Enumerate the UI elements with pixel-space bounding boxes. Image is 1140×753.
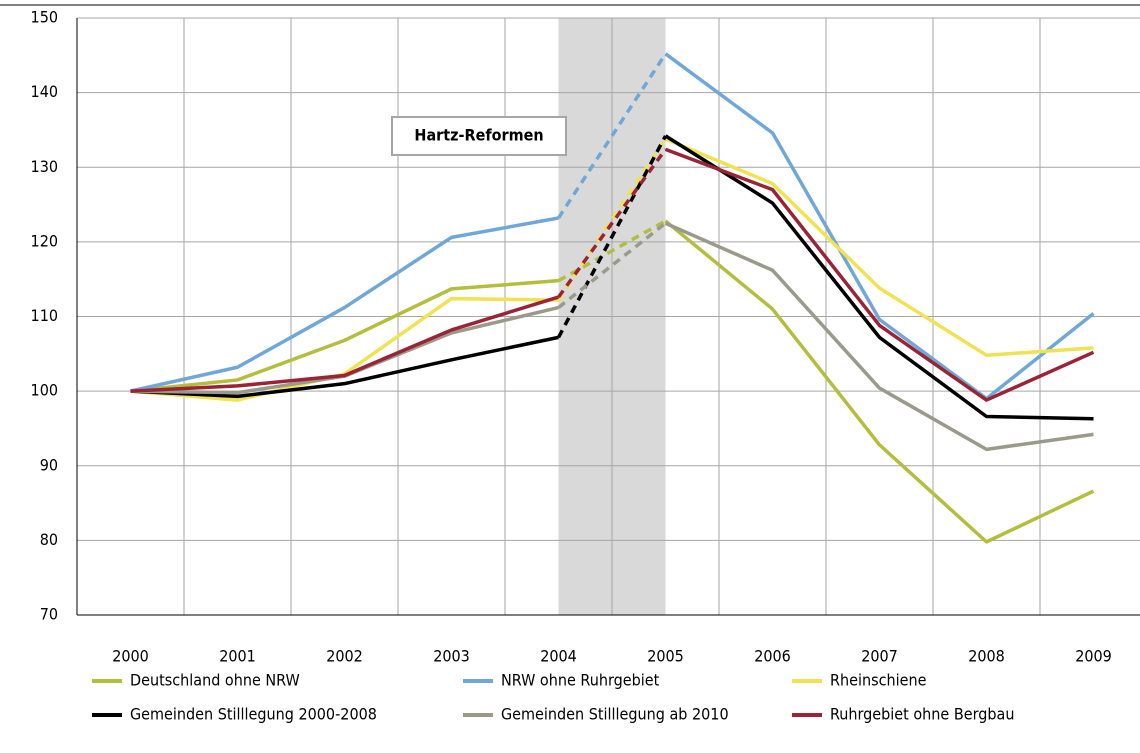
series-line-dashed — [556, 135, 668, 339]
legend-label: NRW ohne Ruhrgebiet — [501, 671, 660, 690]
x-tick-label: 2004 — [540, 647, 577, 666]
y-tick-label: 80 — [40, 530, 58, 549]
y-tick-label: 110 — [31, 306, 58, 325]
annotation-box — [391, 116, 567, 156]
series-line — [130, 278, 559, 393]
x-tick-label: 2008 — [968, 647, 1005, 666]
y-tick-label: 70 — [40, 605, 58, 624]
legend-label: Gemeinden Stilllegung 2000-2008 — [130, 705, 377, 724]
series-line-dashed — [557, 221, 667, 309]
series-line — [130, 335, 559, 399]
series-line — [130, 295, 560, 393]
x-tick-label: 2007 — [861, 647, 898, 666]
x-tick-label: 2003 — [433, 647, 470, 666]
series-line — [664, 147, 1095, 402]
x-tick-label: 2000 — [112, 647, 149, 666]
legend-label: Deutschland ohne NRW — [130, 671, 300, 690]
series-line — [130, 216, 559, 393]
legend-label: Ruhrgebiet ohne Bergbau — [830, 705, 1014, 724]
y-tick-label: 140 — [31, 82, 58, 101]
series-line — [664, 52, 1095, 401]
y-tick-label: 130 — [31, 157, 58, 176]
series-line — [664, 219, 1095, 544]
y-tick-label: 90 — [40, 455, 58, 474]
annotation-text: Hartz-Reformen — [414, 126, 543, 145]
x-tick-label: 2009 — [1075, 647, 1112, 666]
series-line — [664, 137, 1094, 358]
y-tick-label: 100 — [31, 381, 58, 400]
x-tick-label: 2005 — [647, 647, 684, 666]
legend-label: Gemeinden Stilllegung ab 2010 — [501, 705, 729, 724]
series-line-dashed — [557, 148, 667, 299]
y-tick-label: 150 — [31, 8, 58, 27]
x-tick-label: 2001 — [219, 647, 256, 666]
series-line — [664, 134, 1094, 421]
series-line — [664, 221, 1094, 452]
series-line-dashed — [557, 52, 667, 219]
x-tick-label: 2006 — [754, 647, 791, 666]
legend-label: Rheinschiene — [830, 671, 927, 690]
y-tick-label: 120 — [31, 231, 58, 250]
x-tick-label: 2002 — [326, 647, 363, 666]
